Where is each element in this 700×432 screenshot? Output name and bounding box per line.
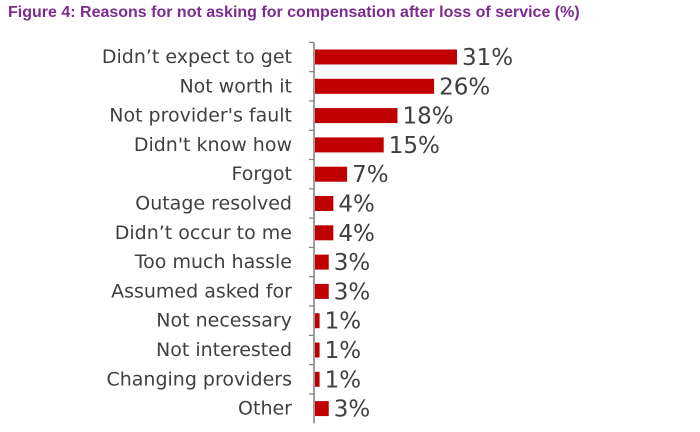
data-label: 3% — [334, 250, 371, 276]
data-label: 1% — [325, 367, 362, 393]
bar — [315, 137, 384, 153]
bar — [315, 283, 329, 299]
data-label: 26% — [439, 74, 490, 100]
bar — [315, 254, 329, 270]
category-label: Not worth it — [179, 75, 292, 97]
category-label: Not necessary — [156, 310, 292, 332]
bar — [315, 78, 435, 94]
bar — [315, 225, 334, 241]
category-label: Didn’t expect to get — [102, 46, 292, 68]
data-label: 15% — [389, 133, 440, 159]
data-label: 1% — [325, 309, 362, 335]
category-label: Forgot — [232, 163, 293, 185]
category-label: Outage resolved — [135, 193, 292, 215]
category-label: Changing providers — [106, 368, 292, 390]
data-label: 4% — [338, 221, 375, 247]
bar — [315, 196, 334, 211]
bar — [315, 49, 457, 65]
data-label: 7% — [352, 162, 389, 188]
data-label: 3% — [334, 397, 371, 423]
data-label: 4% — [338, 192, 375, 218]
category-label: Assumed asked for — [111, 280, 292, 302]
category-label: Didn’t occur to me — [115, 222, 292, 244]
bar — [315, 401, 329, 417]
data-label: 31% — [462, 45, 513, 71]
bar — [315, 371, 320, 387]
category-label: Other — [238, 398, 292, 420]
category-label: Too much hassle — [134, 251, 292, 273]
data-label: 1% — [325, 338, 362, 364]
category-label: Didn't know how — [134, 134, 292, 156]
data-label: 18% — [402, 104, 453, 130]
chart-title: Figure 4: Reasons for not asking for com… — [8, 4, 580, 21]
bar — [315, 342, 320, 358]
data-label: 3% — [334, 279, 371, 305]
bar — [315, 108, 398, 124]
bar — [315, 313, 320, 329]
category-label: Not interested — [156, 339, 292, 361]
category-label: Not provider's fault — [109, 105, 292, 127]
bar — [315, 166, 348, 182]
